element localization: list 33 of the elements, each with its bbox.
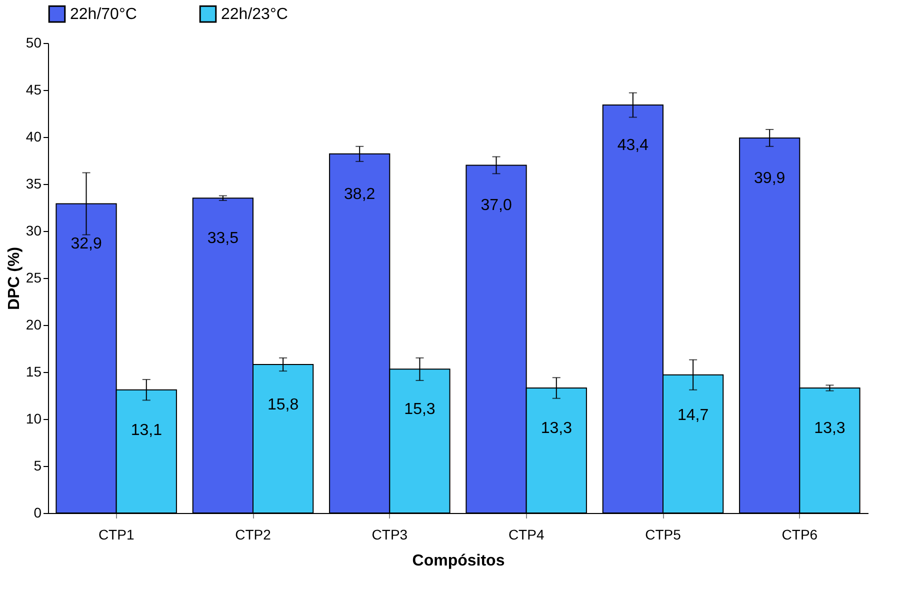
data-label: 32,9 — [70, 236, 102, 253]
y-tick-label: 40 — [26, 128, 42, 144]
y-axis-title: DPC (%) — [6, 246, 23, 310]
data-label: 13,3 — [814, 420, 846, 437]
data-label: 33,5 — [207, 230, 239, 248]
data-label: 39,9 — [754, 170, 786, 187]
y-tick-label: 0 — [34, 504, 42, 520]
y-tick-label: 20 — [26, 316, 42, 332]
y-tick-label: 30 — [26, 222, 42, 238]
x-tick-label: CTP5 — [645, 526, 682, 542]
x-tick-label: CTP1 — [98, 526, 134, 542]
y-tick-label: 35 — [26, 176, 42, 192]
y-tick-label: 10 — [26, 410, 42, 426]
data-label: 15,3 — [404, 401, 436, 418]
data-label: 43,4 — [617, 137, 649, 154]
data-label: 15,8 — [267, 396, 299, 414]
y-tick-label: 50 — [26, 34, 42, 50]
data-label: 13,3 — [540, 420, 572, 437]
x-tick-label: CTP4 — [508, 526, 544, 542]
legend-label: 22h/70°C — [70, 6, 137, 24]
data-label: 38,2 — [344, 186, 376, 203]
x-tick-label: CTP6 — [782, 526, 818, 542]
legend-label: 22h/23°C — [221, 6, 288, 24]
y-tick-label: 15 — [26, 364, 42, 380]
y-tick-label: 45 — [26, 82, 42, 98]
data-label: 13,1 — [130, 422, 162, 439]
x-axis-title: Compósitos — [412, 552, 505, 570]
y-tick-label: 5 — [34, 458, 42, 474]
y-tick-label: 25 — [26, 270, 42, 286]
x-tick-label: CTP2 — [235, 526, 272, 542]
data-label: 14,7 — [677, 406, 709, 424]
x-tick-label: CTP3 — [372, 526, 408, 542]
data-label: 37,0 — [480, 197, 512, 214]
